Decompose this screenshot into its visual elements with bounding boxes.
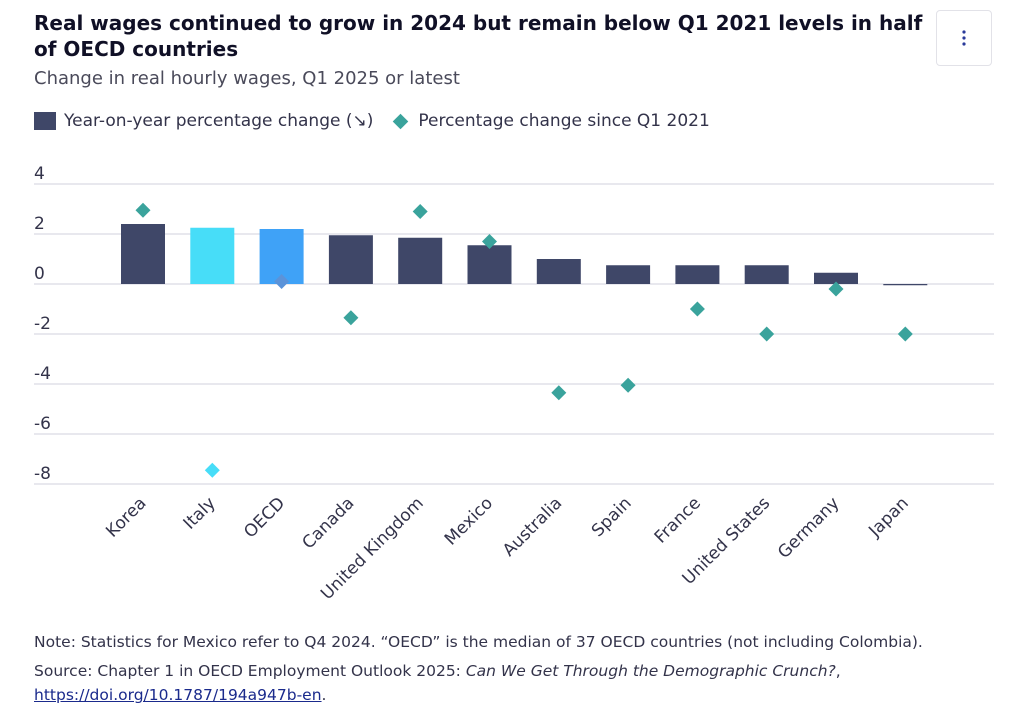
bar	[606, 265, 651, 284]
bar	[675, 265, 720, 284]
diamond-marker	[551, 385, 567, 401]
legend-item-bar[interactable]: Year-on-year percentage change (↘)	[34, 111, 373, 131]
source-end: .	[321, 686, 327, 704]
x-tick-label: Germany	[774, 493, 843, 562]
chart-menu-button[interactable]	[936, 10, 992, 66]
legend-item-marker[interactable]: Percentage change since Q1 2021	[391, 111, 710, 131]
x-tick-label: Spain	[588, 493, 636, 541]
diamond-marker	[759, 326, 775, 342]
x-tick-label: Korea	[102, 493, 150, 541]
diamond-marker	[274, 274, 290, 289]
bar	[536, 259, 581, 284]
bar	[814, 272, 858, 284]
y-tick-label: -4	[34, 364, 51, 384]
bar	[744, 265, 789, 284]
x-tick-label: Australia	[499, 493, 566, 560]
chart-subtitle: Change in real hourly wages, Q1 2025 or …	[34, 68, 460, 89]
source-title: Can We Get Through the Demographic Crunc…	[465, 662, 836, 680]
diamond-marker	[482, 234, 497, 249]
bar	[190, 227, 235, 284]
bar	[883, 284, 928, 286]
x-tick-label: Italy	[180, 493, 220, 533]
bar-swatch-icon	[34, 112, 56, 130]
diamond-marker	[135, 202, 151, 218]
y-tick-label: 4	[34, 164, 45, 184]
bar	[398, 237, 443, 284]
y-tick-label: -6	[34, 414, 51, 434]
diamond-marker	[343, 310, 359, 326]
y-tick-label: 2	[34, 214, 45, 234]
legend-bar-label: Year-on-year percentage change (↘)	[64, 111, 374, 131]
y-tick-label: 0	[34, 264, 45, 284]
chart-title: Real wages continued to grow in 2024 but…	[34, 11, 923, 61]
diamond-marker	[897, 326, 913, 342]
chart-legend: Year-on-year percentage change (↘) Perce…	[34, 111, 728, 131]
chart-note: Note: Statistics for Mexico refer to Q4 …	[34, 633, 923, 651]
x-tick-label: Canada	[299, 493, 359, 553]
bar	[328, 235, 373, 284]
diamond-marker	[620, 377, 636, 393]
x-tick-label: Mexico	[441, 493, 497, 549]
chart-source: Source: Chapter 1 in OECD Employment Out…	[34, 659, 964, 707]
y-tick-label: -8	[34, 464, 51, 484]
diamond-marker	[828, 281, 844, 297]
x-tick-label: OECD	[240, 493, 289, 542]
bar	[121, 224, 165, 284]
diamond-marker	[204, 462, 220, 478]
vertical-ellipsis-icon	[962, 30, 966, 46]
legend-marker-label: Percentage change since Q1 2021	[418, 111, 710, 131]
source-link[interactable]: https://doi.org/10.1787/194a947b-en	[34, 686, 322, 704]
diamond-marker	[689, 301, 705, 317]
x-tick-label: France	[651, 493, 705, 547]
x-tick-label: Japan	[864, 493, 912, 541]
source-separator: ,	[835, 662, 841, 680]
y-tick-label: -2	[34, 314, 51, 334]
bar	[467, 245, 512, 284]
source-prefix: Source: Chapter 1 in OECD Employment Out…	[34, 662, 466, 680]
diamond-marker	[412, 204, 428, 219]
